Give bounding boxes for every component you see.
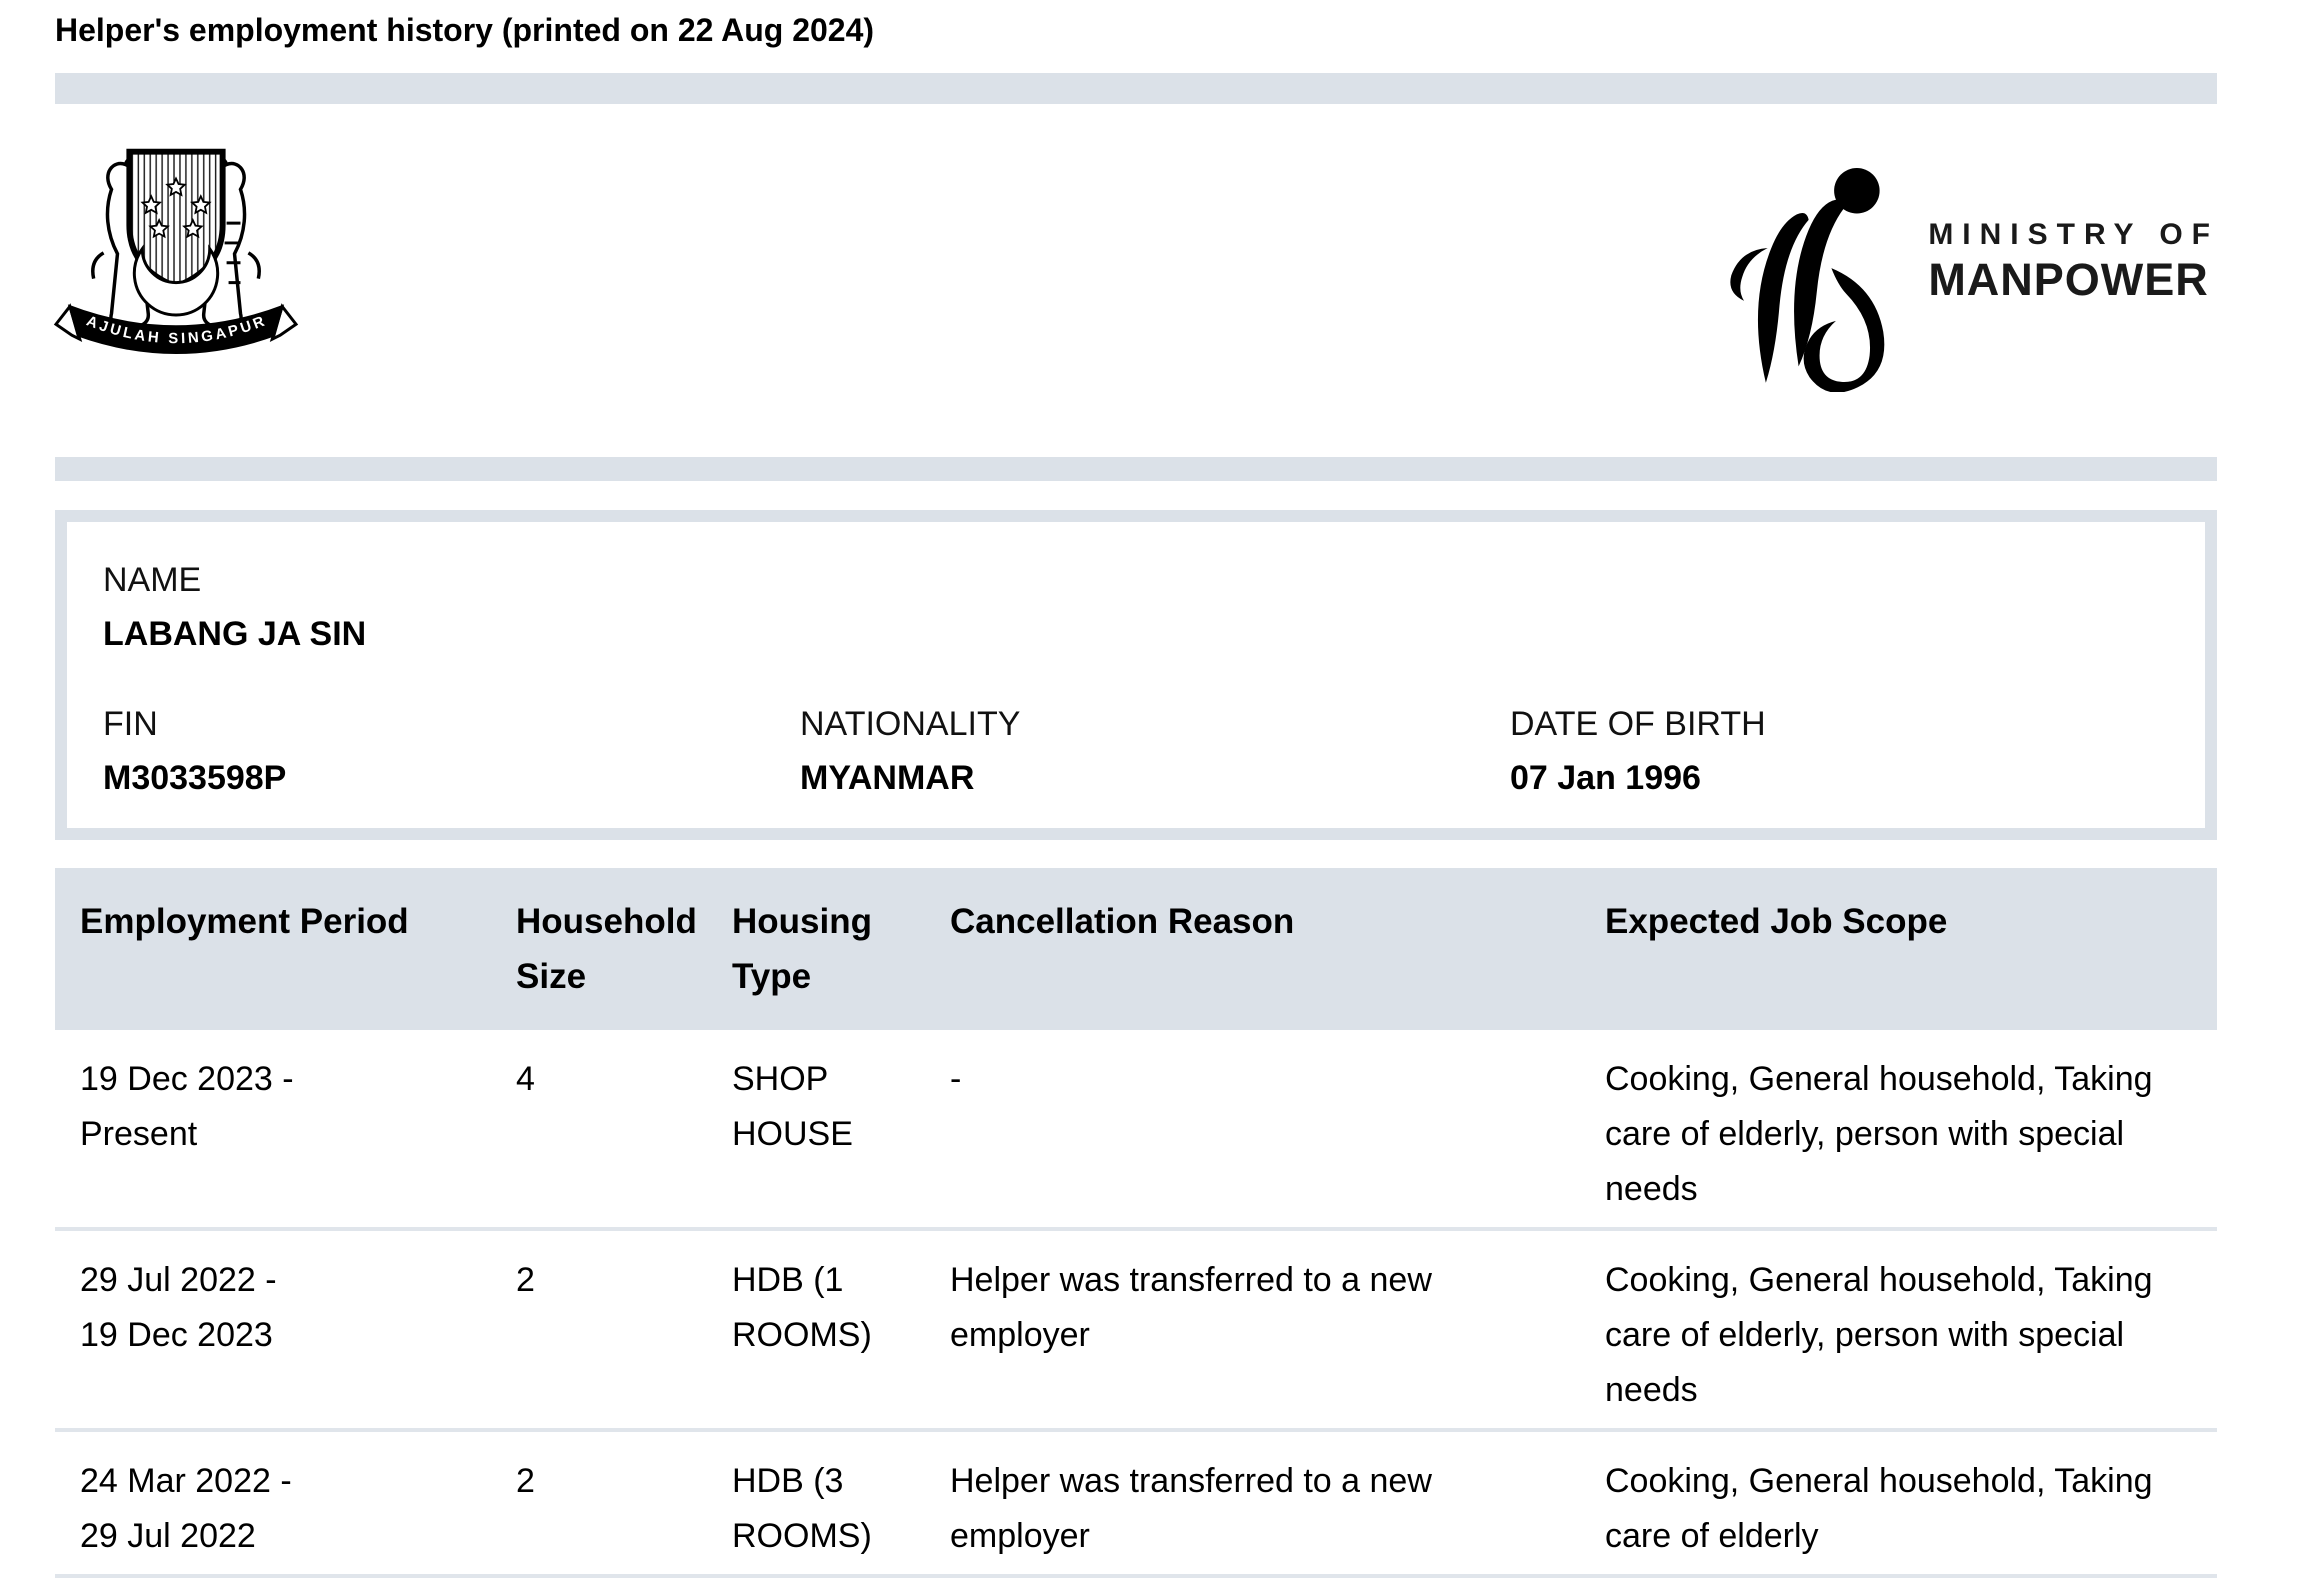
mom-wordmark: MINISTRY OF MANPOWER [1928,218,2219,306]
household-size-cell: 2 [516,1261,535,1299]
household-size-cell: 4 [516,1060,535,1098]
name-value: LABANG JA SIN [103,615,367,653]
accent-bar-middle [55,457,2217,481]
mom-wordmark-line2: MANPOWER [1928,254,2209,305]
column-header-housing-type: Housing Type [707,868,925,1030]
housing-type-cell: SHOP HOUSE [732,1060,853,1153]
fin-field: FIN M3033598P [103,700,800,802]
helper-info-grid: FIN M3033598P NATIONALITY MYANMAR DATE O… [103,700,2169,802]
period-end: 19 Dec 2023 [80,1316,273,1354]
mom-logo: MINISTRY OF MANPOWER [1724,158,2219,392]
nationality-value: MYANMAR [800,759,975,797]
column-header-expected-job-scope: Expected Job Scope [1580,868,2217,1030]
mom-figure-icon [1730,167,1885,392]
cancellation-reason-cell: Helper was transferred to a new employer [950,1261,1432,1354]
singapore-coat-of-arms-icon: MAJULAH SINGAPURA [44,92,300,370]
accent-bar-top [55,73,2217,104]
period-start: 24 Mar 2022 - [80,1462,292,1500]
column-header-household-size: Household Size [491,868,707,1030]
dob-label: DATE OF BIRTH [1510,705,1766,743]
name-label: NAME [103,561,202,599]
dob-value: 07 Jan 1996 [1510,759,1701,797]
fin-value: M3033598P [103,759,287,797]
table-row: 24 Mar 2022 - 29 Jul 2022 2 HDB (3 ROOMS… [55,1430,2217,1576]
period-start: 29 Jul 2022 - [80,1261,277,1299]
dob-field: DATE OF BIRTH 07 Jan 1996 [1510,700,2169,802]
table-row: 19 Dec 2023 - Present 4 SHOP HOUSE - Coo… [55,1030,2217,1229]
fin-label: FIN [103,705,158,743]
housing-type-cell: HDB (3 ROOMS) [732,1462,872,1555]
nationality-label: NATIONALITY [800,705,1021,743]
period-end: 29 Jul 2022 [80,1517,256,1555]
majulah-banner [67,304,285,355]
household-size-cell: 2 [516,1462,535,1500]
job-scope-cell: Cooking, General household, Taking care … [1605,1060,2153,1208]
mom-wordmark-line1: MINISTRY OF [1928,218,2219,251]
period-cell: 19 Dec 2023 - Present [55,1030,491,1229]
crescent-moon [132,244,220,317]
period-cell: 24 Mar 2022 - 29 Jul 2022 [55,1430,491,1576]
table-header-row: Employment Period Household Size Housing… [55,868,2217,1030]
table-row: 29 Jul 2022 - 19 Dec 2023 2 HDB (1 ROOMS… [55,1229,2217,1430]
period-start: 19 Dec 2023 - [80,1060,294,1098]
column-header-cancellation-reason: Cancellation Reason [925,868,1580,1030]
period-cell: 29 Jul 2022 - 19 Dec 2023 [55,1229,491,1430]
period-end: Present [80,1115,198,1153]
column-header-employment-period: Employment Period [55,868,491,1030]
employment-history-table: Employment Period Household Size Housing… [55,868,2217,1578]
job-scope-cell: Cooking, General household, Taking care … [1605,1462,2153,1555]
housing-type-cell: HDB (1 ROOMS) [732,1261,872,1354]
page-title: Helper's employment history (printed on … [55,12,875,48]
nationality-field: NATIONALITY MYANMAR [800,700,1510,802]
five-stars [140,176,212,239]
helper-info-card: NAME LABANG JA SIN FIN M3033598P NATIONA… [55,510,2217,840]
cancellation-reason-cell: - [950,1060,962,1098]
job-scope-cell: Cooking, General household, Taking care … [1605,1261,2153,1409]
cancellation-reason-cell: Helper was transferred to a new employer [950,1462,1432,1555]
